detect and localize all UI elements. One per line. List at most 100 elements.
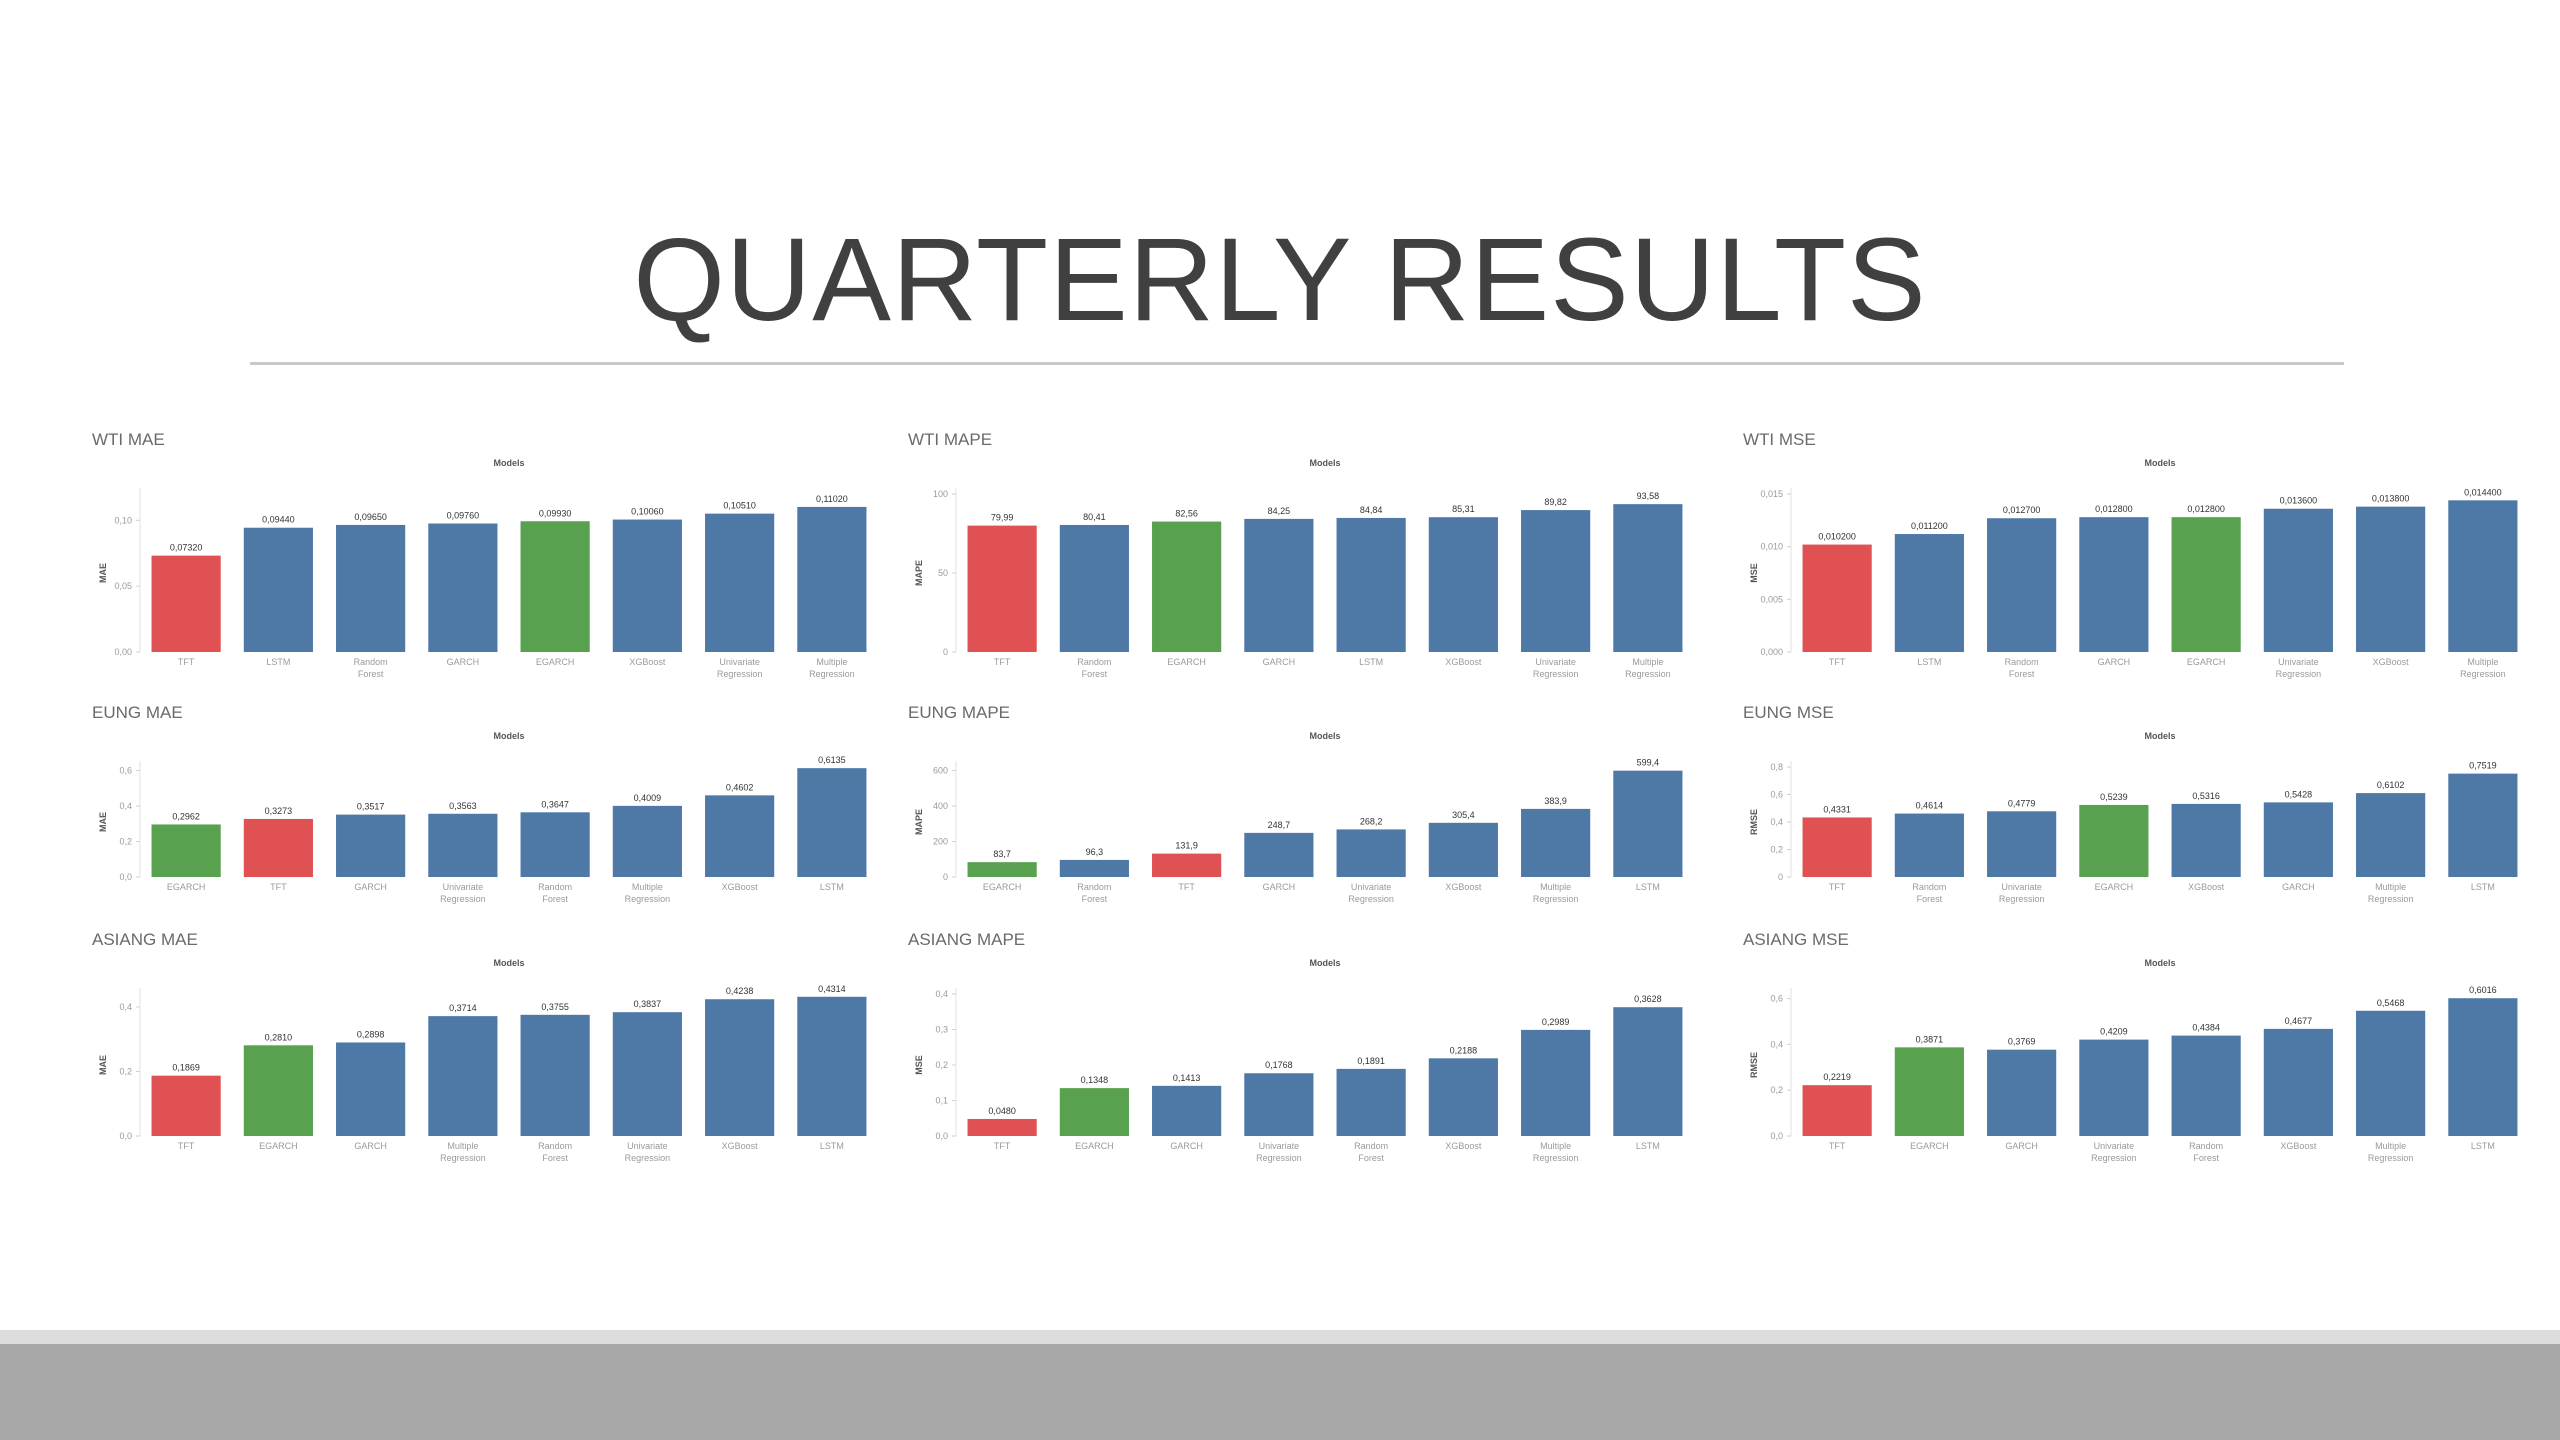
bar (1987, 811, 2057, 877)
y-tick-label: 0,3 (935, 1025, 948, 1035)
bar (612, 519, 682, 652)
x-tick-label: Univariate (2094, 1141, 2135, 1151)
data-label: 0,3563 (449, 801, 477, 811)
x-tick-label: EGARCH (1075, 1141, 1114, 1151)
data-label: 0,2962 (172, 811, 200, 821)
y-tick-label: 200 (933, 837, 948, 847)
bar (1521, 808, 1591, 877)
data-label: 84,84 (1360, 505, 1383, 515)
data-label: 0,3273 (265, 806, 293, 816)
data-label: 0,09650 (354, 512, 387, 522)
x-tick-label: Univariate (2278, 657, 2319, 667)
x-axis-title: Models (493, 458, 524, 468)
data-label: 82,56 (1175, 509, 1198, 519)
x-axis-title: Models (2144, 731, 2175, 741)
data-label: 0,4009 (634, 793, 662, 803)
y-axis-title: MSE (914, 1055, 924, 1075)
bar (520, 521, 590, 652)
data-label: 248,7 (1268, 820, 1291, 830)
x-tick-label: LSTM (1359, 657, 1383, 667)
data-label: 0,3517 (357, 802, 385, 812)
y-tick-label: 0,4 (119, 1002, 132, 1012)
data-label: 80,41 (1083, 512, 1106, 522)
x-tick-label: EGARCH (167, 882, 206, 892)
x-tick-label: Forest (542, 1153, 568, 1163)
y-axis-title: MAE (98, 812, 108, 832)
bar-chart: Models MAE 0,0 0,2 0,4 0,1869 TFT 0,2810 EGARCH 0… (98, 958, 867, 1163)
y-tick-label: 100 (933, 489, 948, 499)
x-tick-label: XGBoost (722, 882, 759, 892)
title-divider (250, 362, 2344, 365)
bar (1613, 504, 1683, 652)
x-tick-label: EGARCH (983, 882, 1022, 892)
data-label: 0,011200 (1911, 521, 1948, 531)
data-label: 0,4602 (726, 782, 754, 792)
x-tick-label: XGBoost (1445, 882, 1482, 892)
data-label: 84,25 (1268, 506, 1291, 516)
x-tick-label: EGARCH (2095, 882, 2134, 892)
bar (1244, 832, 1314, 877)
x-tick-label: Random (1077, 657, 1111, 667)
bar (1613, 1007, 1683, 1136)
x-tick-label: Regression (1999, 894, 2045, 904)
bar (336, 1042, 406, 1136)
bar (1428, 1058, 1498, 1136)
slide-title: QUARTERLY RESULTS (633, 214, 1927, 346)
bar-chart: Models RMSE 0,0 0,2 0,4 0,6 0,2219 TFT 0,3871 EGA… (1749, 958, 2518, 1163)
x-axis-title: Models (493, 958, 524, 968)
data-label: 0,3837 (634, 999, 662, 1009)
bar (1428, 517, 1498, 652)
bar (1894, 1047, 1964, 1136)
bar (428, 813, 498, 877)
y-tick-label: 0,010 (1760, 542, 1783, 552)
data-label: 0,3714 (449, 1003, 477, 1013)
y-tick-label: 0,1 (935, 1096, 948, 1106)
x-tick-label: Random (354, 657, 388, 667)
x-tick-label: Regression (625, 894, 671, 904)
data-label: 383,9 (1544, 796, 1567, 806)
x-tick-label: Forest (1917, 894, 1943, 904)
y-axis-title: MAE (98, 1055, 108, 1075)
bar (967, 862, 1037, 877)
x-tick-label: TFT (1178, 882, 1195, 892)
data-label: 0,010200 (1818, 532, 1856, 542)
data-label: 0,013800 (2372, 494, 2410, 504)
data-label: 0,4614 (1916, 801, 1944, 811)
x-axis-title: Models (1309, 731, 1340, 741)
y-tick-label: 0,0 (119, 872, 132, 882)
x-tick-label: TFT (1829, 657, 1846, 667)
x-tick-label: Regression (809, 669, 855, 679)
bar (243, 527, 313, 652)
bar-chart: Models MAPE 0 200 400 600 83,7 EGARCH 96,3 Random… (914, 731, 1683, 904)
y-tick-label: 0,4 (935, 989, 948, 999)
chart-title: WTI MAPE (908, 430, 993, 449)
x-tick-label: EGARCH (1167, 657, 1206, 667)
bar (2171, 1035, 2241, 1136)
x-tick-label: TFT (178, 657, 195, 667)
x-tick-label: Regression (1533, 894, 1579, 904)
x-tick-label: Regression (440, 1153, 486, 1163)
y-axis-title: MSE (1749, 563, 1759, 583)
y-tick-label: 600 (933, 766, 948, 776)
bar (1152, 1085, 1222, 1136)
chart-panel: ASIANG MSE Models RMSE 0,0 0,2 0,4 0,6 0,2219 TF… (1743, 930, 2543, 1170)
data-label: 0,1348 (1081, 1075, 1109, 1085)
x-tick-label: EGARCH (2187, 657, 2226, 667)
bar (151, 824, 221, 877)
bar (612, 1012, 682, 1136)
y-axis-title: RMSE (1749, 809, 1759, 835)
bar (1894, 534, 1964, 652)
bar (2356, 506, 2426, 652)
y-tick-label: 0,2 (1770, 1085, 1783, 1095)
x-tick-label: XGBoost (2373, 657, 2410, 667)
x-tick-label: LSTM (2471, 1141, 2495, 1151)
data-label: 0,09760 (447, 510, 480, 520)
x-tick-label: Multiple (447, 1141, 478, 1151)
data-label: 0,4238 (726, 986, 754, 996)
bar (151, 1075, 221, 1136)
x-tick-label: GARCH (354, 1141, 387, 1151)
x-tick-label: EGARCH (536, 657, 575, 667)
bar (520, 812, 590, 877)
data-label: 89,82 (1544, 497, 1567, 507)
data-label: 0,4779 (2008, 798, 2036, 808)
